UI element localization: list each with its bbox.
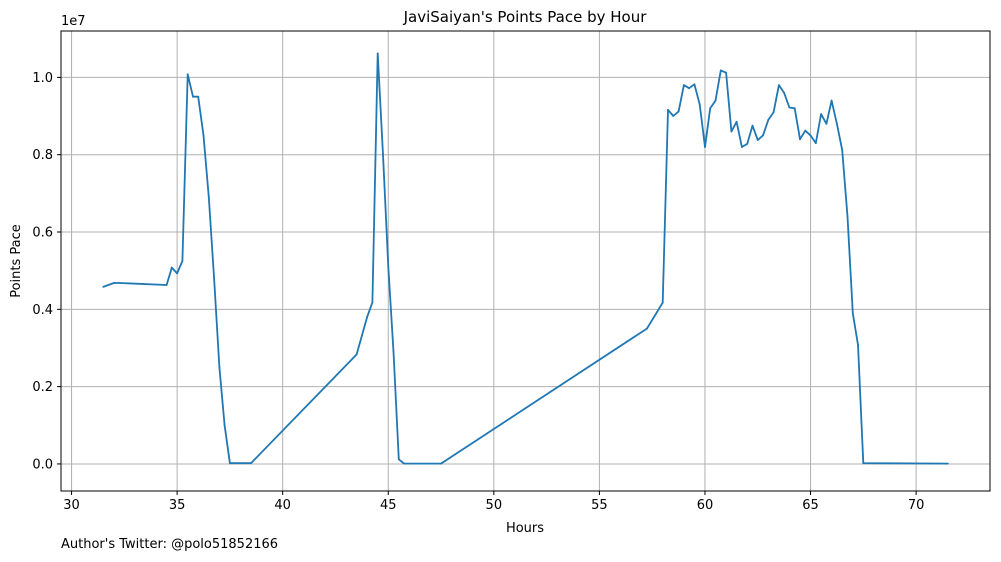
data-point: [851, 312, 854, 315]
y-axis-label: Points Pace: [9, 224, 24, 298]
data-point: [799, 138, 801, 141]
grid-lines: [61, 31, 990, 491]
data-point: [793, 107, 796, 110]
data-point: [836, 122, 838, 125]
data-point: [809, 134, 812, 137]
data-point: [202, 134, 205, 137]
plot-frame: [60, 30, 991, 492]
x-tick-label: 60: [697, 498, 714, 513]
data-point: [830, 99, 833, 102]
data-point: [213, 277, 216, 280]
data-point: [119, 282, 121, 284]
y-offset-label: 1e7: [61, 14, 86, 29]
data-point: [646, 327, 648, 330]
data-point: [112, 282, 115, 284]
axis-ticks: 30 35 40 45 50 55 60 65 70 0.0 0.2 0.4 0.6 0.8 1.0: [32, 71, 924, 513]
y-tick-label: 1.0: [32, 71, 53, 86]
data-point: [946, 462, 949, 465]
x-axis-label: Hours: [506, 521, 544, 536]
data-point: [397, 458, 400, 461]
data-point: [820, 113, 822, 115]
x-tick-label: 65: [802, 498, 819, 513]
x-tick-label: 30: [63, 498, 80, 513]
data-point: [250, 462, 252, 465]
data-point: [229, 462, 231, 465]
data-point: [756, 139, 759, 141]
data-point: [677, 110, 680, 113]
data-point: [165, 284, 168, 286]
data-point: [672, 115, 675, 117]
data-point: [730, 130, 733, 133]
data-point: [192, 95, 194, 98]
y-tick-label: 0.4: [32, 303, 53, 318]
data-point: [762, 134, 764, 137]
data-point: [403, 462, 405, 465]
data-point: [767, 119, 770, 121]
data-point: [814, 142, 817, 145]
data-line-layer: [102, 52, 949, 465]
data-point: [693, 83, 696, 86]
data-point: [704, 146, 706, 148]
x-tick-label: 55: [591, 498, 608, 513]
data-point: [661, 301, 664, 304]
y-tick-label: 0.8: [32, 148, 53, 163]
series-line: [102, 52, 948, 465]
data-point: [376, 52, 379, 55]
data-point: [725, 71, 727, 74]
data-point: [170, 266, 173, 269]
data-point: [714, 99, 717, 102]
data-point: [223, 424, 226, 427]
data-point: [698, 103, 701, 106]
y-tick-label: 0.6: [32, 226, 53, 241]
data-point: [392, 350, 395, 353]
y-tick-label: 0.0: [32, 457, 53, 472]
x-tick-label: 70: [908, 498, 925, 513]
data-point: [857, 344, 859, 346]
data-point: [709, 107, 712, 110]
author-twitter-footer: Author's Twitter: @polo51852166: [61, 537, 279, 552]
data-point: [683, 84, 685, 86]
data-point: [440, 462, 442, 465]
data-point: [719, 69, 722, 72]
data-point: [825, 122, 828, 125]
data-point: [735, 120, 738, 123]
data-point: [862, 462, 865, 465]
data-point: [181, 260, 184, 262]
data-point: [197, 95, 200, 98]
data-point: [102, 286, 105, 288]
data-point: [667, 109, 669, 111]
data-point: [366, 316, 368, 318]
data-point: [371, 301, 374, 304]
x-tick-label: 50: [486, 498, 503, 513]
data-point: [772, 111, 775, 114]
data-point: [387, 265, 390, 268]
plot-background: [61, 31, 990, 491]
data-point: [186, 73, 189, 76]
data-point: [746, 143, 749, 145]
data-point: [382, 153, 384, 156]
data-point: [846, 215, 849, 218]
chart-title: JaviSaiyan's Points Pace by Hour: [403, 8, 648, 26]
x-tick-label: 40: [274, 498, 291, 513]
data-point: [218, 366, 221, 369]
data-point: [804, 129, 807, 132]
y-tick-label: 0.2: [32, 380, 53, 395]
data-point: [841, 149, 844, 152]
x-tick-label: 45: [380, 498, 397, 513]
data-point: [176, 272, 179, 275]
data-point: [778, 84, 780, 86]
data-point: [783, 91, 785, 94]
x-tick-label: 35: [169, 498, 186, 513]
data-point: [207, 196, 210, 199]
data-point: [751, 124, 754, 127]
data-point: [788, 106, 791, 109]
data-point: [688, 87, 690, 90]
data-point: [741, 146, 743, 148]
data-point: [355, 353, 358, 356]
